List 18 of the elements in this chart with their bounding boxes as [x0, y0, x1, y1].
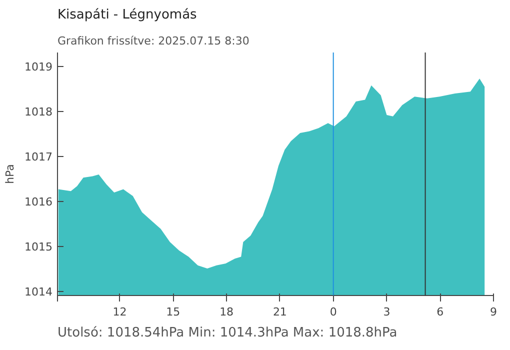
y-tick-label: 1017	[24, 150, 53, 164]
y-axis-title: hPa	[4, 164, 17, 184]
y-tick-label: 1018	[24, 106, 53, 118]
chart-title: Kisapáti - Légnyomás	[58, 8, 198, 22]
x-tick-label: 18	[220, 306, 234, 318]
x-tick-label: 0	[330, 306, 337, 318]
y-tick-label: 1016	[24, 196, 53, 208]
x-tick-label: 3	[383, 306, 390, 318]
x-tick-label: 6	[436, 306, 444, 318]
y-tick-label: 1014	[24, 286, 53, 298]
x-tick-label: 9	[490, 306, 497, 318]
text: Utolsó: 1018.54hPa Min: 1014.3hPa Max: 1018.8hPa	[58, 326, 398, 340]
x-tick-label: 12	[112, 306, 127, 318]
y-tick-label: 1015	[24, 240, 53, 254]
y-tick-label: 1019	[24, 60, 53, 74]
x-tick-label: 15	[166, 306, 180, 318]
chart-subtitle: Grafikon frissítve: 2025.07.15 8:30	[58, 34, 250, 48]
x-tick-label: 21	[272, 306, 287, 318]
